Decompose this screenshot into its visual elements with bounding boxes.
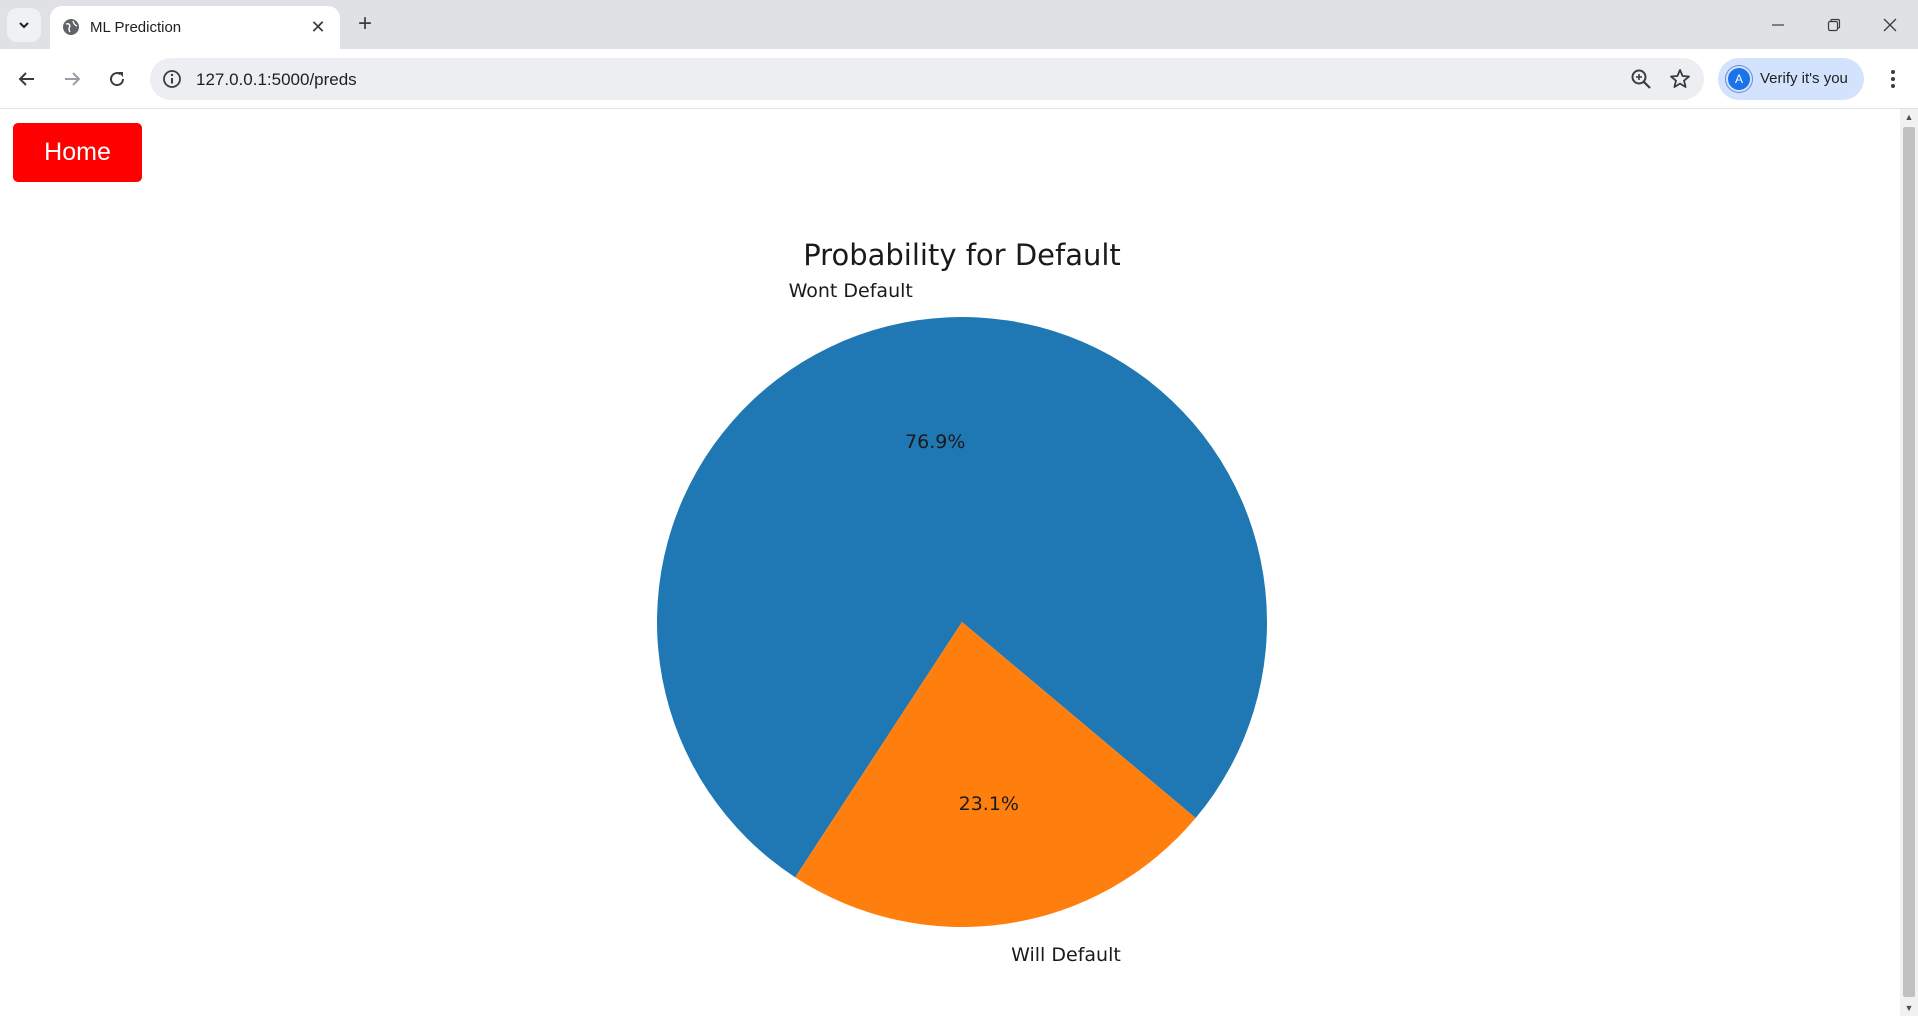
pie-slice-percent-label: 76.9%	[905, 431, 965, 453]
globe-icon	[63, 19, 79, 35]
home-button[interactable]: Home	[13, 123, 142, 182]
address-bar[interactable]: 127.0.0.1:5000/preds	[150, 58, 1704, 100]
scroll-up-arrow-icon[interactable]: ▲	[1904, 112, 1914, 122]
pie-chart: Probability for Default 76.9% Wont Defaul…	[657, 238, 1267, 966]
tab-title: ML Prediction	[90, 19, 182, 36]
profile-label: Verify it's you	[1760, 70, 1848, 87]
zoom-icon[interactable]	[1630, 68, 1652, 90]
chevron-down-icon	[19, 22, 29, 29]
reload-icon	[110, 72, 125, 87]
restore-button[interactable]	[1806, 0, 1862, 49]
reload-button[interactable]	[100, 62, 134, 96]
tab-search-button[interactable]	[7, 8, 41, 42]
pie-slice-category-label: Wont Default	[789, 280, 913, 302]
pie-labels: 76.9% Wont Default 23.1% Will Default	[789, 280, 1121, 966]
tab-close-icon[interactable]: ✕	[310, 16, 326, 37]
pie-slice-1	[795, 622, 1196, 927]
browser-toolbar: 127.0.0.1:5000/preds A Verify it's you	[0, 49, 1918, 109]
arrow-right-icon	[65, 72, 81, 86]
profile-chip[interactable]: A Verify it's you	[1718, 58, 1864, 100]
minimize-icon	[1772, 23, 1784, 26]
active-tab[interactable]: ML Prediction ✕	[50, 6, 340, 49]
avatar: A	[1728, 68, 1750, 90]
close-window-button[interactable]	[1862, 0, 1918, 49]
browser-menu-button[interactable]	[1876, 62, 1910, 96]
more-vertical-icon	[1891, 70, 1895, 88]
restore-icon	[1827, 18, 1841, 31]
tab-strip: ML Prediction ✕ +	[0, 0, 1918, 49]
scroll-down-arrow-icon[interactable]: ▼	[1904, 1003, 1914, 1013]
pie-slices	[657, 316, 1267, 927]
arrow-left-icon	[18, 72, 34, 86]
back-button[interactable]	[10, 62, 44, 96]
pie-slice-0	[657, 316, 1267, 878]
pie-slice-category-label: Will Default	[1011, 944, 1121, 966]
page-viewport: Probability for Default 76.9% Wont Defaul…	[0, 109, 1900, 1016]
site-info-icon[interactable]	[162, 69, 182, 89]
pie-slice-percent-label: 23.1%	[959, 793, 1019, 815]
close-icon	[1883, 18, 1897, 31]
forward-button[interactable]	[55, 62, 89, 96]
page-scrollbar[interactable]: ▲ ▼	[1900, 109, 1918, 1016]
minimize-button[interactable]	[1750, 0, 1806, 49]
bookmark-star-icon[interactable]	[1668, 67, 1692, 91]
new-tab-button[interactable]: +	[357, 10, 372, 37]
url-text[interactable]: 127.0.0.1:5000/preds	[196, 70, 357, 89]
chart-title: Probability for Default	[803, 238, 1121, 272]
scrollbar-thumb[interactable]	[1903, 127, 1915, 997]
